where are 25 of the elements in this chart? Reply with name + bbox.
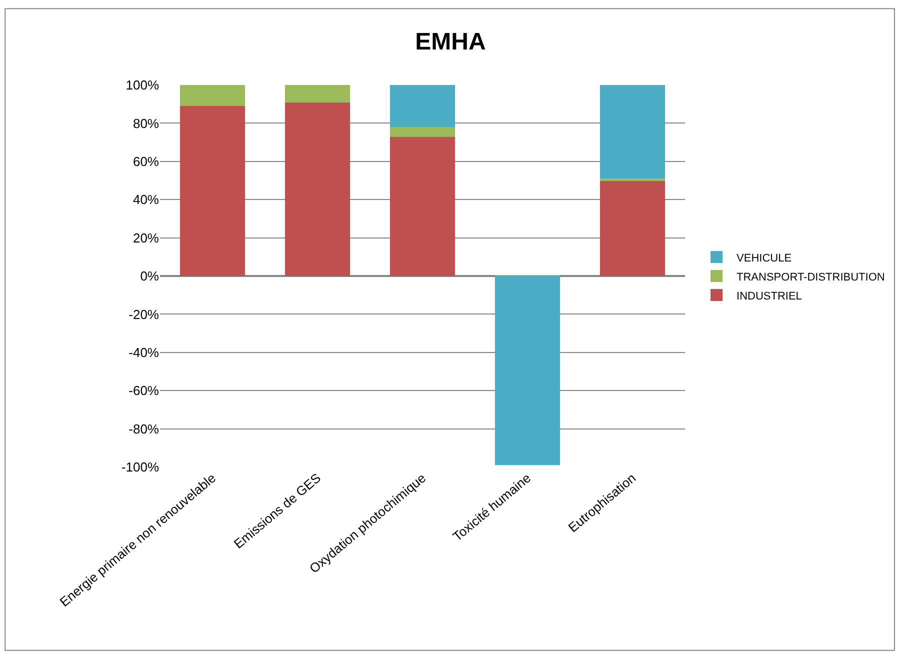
legend-label: VEHICULE: [736, 252, 792, 264]
y-tick-label: 100%: [126, 78, 160, 93]
bar: [180, 85, 246, 106]
y-tick-label: 60%: [132, 154, 160, 169]
y-tick-label: -100%: [121, 460, 160, 475]
y-tick-label: 0%: [140, 268, 160, 284]
y-tick-label: -60%: [128, 383, 160, 398]
bar: [600, 85, 666, 179]
y-tick-label: -80%: [128, 421, 160, 436]
y-tick-label: -20%: [128, 306, 160, 322]
y-tick-label: -40%: [128, 344, 160, 360]
bar: [390, 85, 456, 128]
bar: [390, 127, 456, 137]
bar: [600, 180, 666, 276]
bar: [284, 85, 350, 102]
y-tick-label: 20%: [132, 230, 160, 246]
legend-label: INDUSTRIEL: [736, 290, 802, 302]
bar: [180, 106, 246, 276]
legend-label: TRANSPORT-DISTRIBUTION: [736, 271, 885, 284]
y-tick-label: 80%: [132, 116, 160, 131]
chart-title: EMHA: [415, 28, 486, 56]
bar: [390, 136, 456, 276]
bar: [284, 102, 350, 276]
y-tick-label: 40%: [132, 192, 160, 208]
bar: [494, 276, 560, 466]
